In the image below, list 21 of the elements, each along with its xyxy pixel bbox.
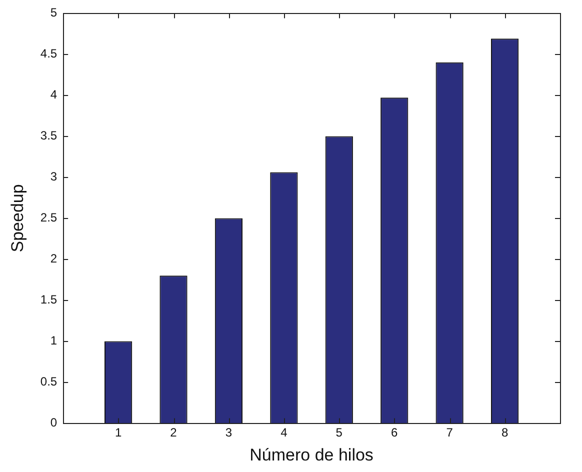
y-tick-label: 5 (50, 6, 58, 20)
y-tick-label: 2.5 (40, 210, 58, 225)
x-tick-label: 3 (225, 426, 232, 440)
x-tick-label: 4 (280, 426, 288, 440)
y-tick-label: 1 (50, 334, 58, 348)
x-tick-label: 5 (336, 426, 343, 440)
x-tick-label: 2 (170, 426, 178, 440)
x-tick-label: 1 (114, 426, 122, 440)
y-tick-label: 4.5 (40, 46, 58, 61)
y-tick-label: 2 (50, 252, 58, 266)
y-tick-label: 0 (50, 416, 58, 430)
y-tick-label: 1.5 (40, 292, 58, 307)
y-axis-title: Speedup (8, 184, 27, 252)
x-tick-label: 7 (446, 426, 454, 440)
y-tick-label: 4 (50, 88, 58, 102)
x-axis-title: Número de hilos (250, 445, 374, 464)
x-tick-label: 6 (391, 426, 398, 440)
x-tick-label: 8 (501, 426, 508, 440)
y-tick-label: 3.5 (40, 128, 58, 143)
y-tick-label: 0.5 (40, 374, 58, 389)
y-tick-label: 3 (50, 170, 58, 184)
